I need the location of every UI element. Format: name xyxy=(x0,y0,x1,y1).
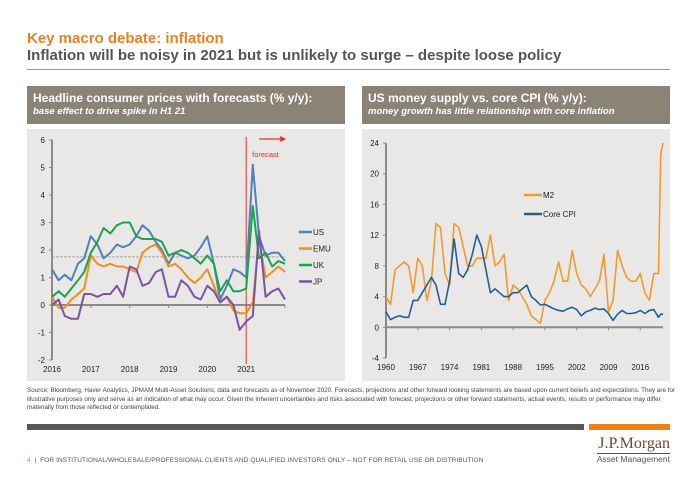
y-tick-label: 0 xyxy=(375,323,380,332)
y-tick-label: 4 xyxy=(41,191,46,200)
left-panel-subheading: base effect to drive spike in H1 21 xyxy=(33,106,186,117)
series-line-core-cpi xyxy=(385,234,663,322)
footer-separator: | xyxy=(34,457,37,464)
x-tick-label: 2019 xyxy=(160,365,178,374)
y-tick-label: 6 xyxy=(41,136,46,145)
x-tick-label: 2018 xyxy=(121,365,139,374)
y-tick-label: 16 xyxy=(370,200,379,209)
y-tick-label: 12 xyxy=(370,231,379,240)
right-panel-header: US money supply vs. core CPI (% y/y): mo… xyxy=(362,86,670,124)
x-tick-label: 2002 xyxy=(568,363,586,372)
right-panel-heading: US money supply vs. core CPI (% y/y): xyxy=(368,91,587,105)
y-tick-label: 5 xyxy=(41,164,46,173)
left-panel-heading: Headline consumer prices with forecasts … xyxy=(33,91,313,105)
y-tick-label: 8 xyxy=(375,262,380,271)
page-subtitle: Inflation will be noisy in 2021 but is u… xyxy=(27,47,562,64)
page-title: Key macro debate: inflation xyxy=(27,30,224,47)
title-divider xyxy=(27,69,670,70)
x-tick-label: 1981 xyxy=(472,363,490,372)
legend-label: M2 xyxy=(543,191,555,200)
footer-bar-orange xyxy=(589,424,670,430)
y-tick-label: -2 xyxy=(38,356,46,365)
forecast-label: forecast xyxy=(252,150,280,159)
legend-label: EMU xyxy=(313,245,331,254)
right-chart-panel: -4 0 4 8 12 16 20 24 1960 1967 1974 1981 1988 1995 200… xyxy=(362,129,670,381)
x-tick-label: 1974 xyxy=(441,363,459,372)
money-supply-chart: -4 0 4 8 12 16 20 24 1960 1967 1974 1981 1988 1995 200… xyxy=(370,139,664,372)
forecast-arrow-head xyxy=(280,136,287,142)
x-tick-label: 1967 xyxy=(409,363,427,372)
y-tick-label: 24 xyxy=(370,139,379,148)
headline-cpi-chart: -2 -1 0 1 2 3 4 5 6 2016 2017 2018 2019 2020 2021 forec… xyxy=(38,136,331,374)
x-tick-label: 2009 xyxy=(600,363,618,372)
source-note: Source: Bloomberg, Haver Analytics, JPMA… xyxy=(27,387,676,412)
left-chart-panel: -2 -1 0 1 2 3 4 5 6 2016 2017 2018 2019 2020 2021 forec… xyxy=(27,129,345,381)
y-tick-label: 0 xyxy=(41,301,46,310)
legend-label: Core CPI xyxy=(543,210,576,219)
series-line-uk xyxy=(51,205,286,298)
x-tick-label: 2021 xyxy=(237,365,255,374)
jpmorgan-logo: J.P.Morgan Asset Management xyxy=(596,435,670,465)
left-panel-header: Headline consumer prices with forecasts … xyxy=(27,86,345,124)
x-tick-label: 1995 xyxy=(536,363,554,372)
x-tick-label: 1960 xyxy=(377,363,395,372)
right-panel-subheading: money growth has little relationship wit… xyxy=(368,106,615,117)
x-tick-label: 2016 xyxy=(43,365,61,374)
footer: 4 | FOR INSTITUTIONAL/WHOLESALE/PROFESSI… xyxy=(27,457,484,464)
legend-label: UK xyxy=(313,261,325,270)
legend-label: JP xyxy=(313,278,322,287)
page-number: 4 xyxy=(27,457,31,464)
x-tick-label: 2020 xyxy=(198,365,216,374)
logo-brand: J.P.Morgan xyxy=(596,435,670,454)
y-tick-label: -1 xyxy=(38,329,46,338)
y-tick-label: -4 xyxy=(372,354,380,363)
footer-bar-grey xyxy=(27,424,584,430)
y-tick-label: 3 xyxy=(41,219,46,228)
logo-division: Asset Management xyxy=(596,454,670,464)
footer-disclaimer: FOR INSTITUTIONAL/WHOLESALE/PROFESSIONAL… xyxy=(40,457,484,464)
y-tick-label: 1 xyxy=(41,274,46,283)
y-tick-label: 4 xyxy=(375,293,380,302)
y-tick-label: 2 xyxy=(41,246,46,255)
series-line-jp xyxy=(51,229,286,331)
legend-label: US xyxy=(313,228,324,237)
y-tick-label: 20 xyxy=(370,170,379,179)
x-tick-label: 2016 xyxy=(631,363,649,372)
x-tick-label: 2017 xyxy=(82,365,100,374)
series-line-m2 xyxy=(385,142,664,325)
x-tick-label: 1988 xyxy=(504,363,522,372)
